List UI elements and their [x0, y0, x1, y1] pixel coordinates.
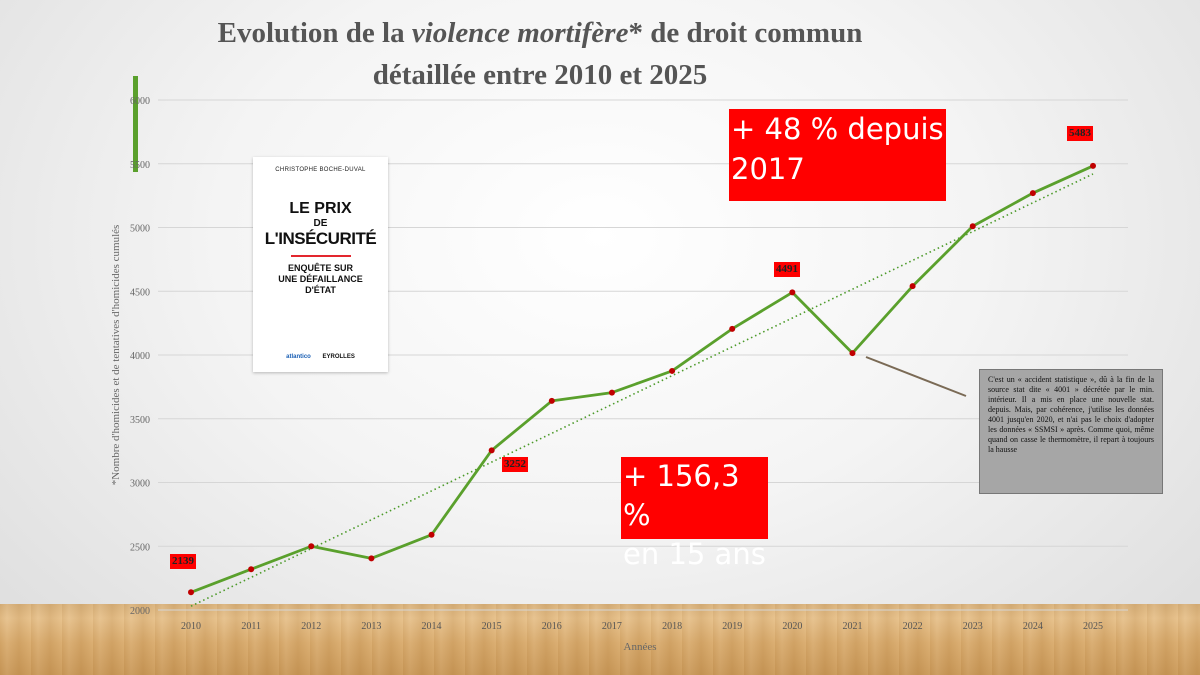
wooden-floor — [0, 604, 1200, 675]
data-point-2019 — [729, 325, 736, 332]
y-tick-6000: 6000 — [130, 96, 150, 107]
data-label-2020: 4491 — [774, 262, 800, 277]
x-tick-2018: 2018 — [662, 621, 682, 632]
trendline-dotted — [190, 173, 1094, 607]
x-tick-2022: 2022 — [903, 621, 923, 632]
y-tick-labels: 2000 2500 3000 3500 4000 4500 5000 5500 6000 — [130, 96, 150, 617]
data-label-2025: 5483 — [1067, 126, 1093, 141]
book-subtitle-line1: ENQUÊTE SUR — [287, 263, 353, 273]
callout-fifteen-years: + 156,3 % en 15 ans — [621, 457, 768, 571]
y-axis-label: *Nombre d'homicides et de tentatives d'h… — [110, 225, 122, 486]
x-tick-2016: 2016 — [542, 621, 562, 632]
data-point-2020 — [789, 289, 796, 296]
x-tick-2012: 2012 — [301, 621, 321, 632]
book-title-line2: DE — [313, 218, 328, 229]
data-point-2013 — [368, 555, 375, 562]
x-tick-2025: 2025 — [1083, 621, 1103, 632]
title-italic: violence mortifère — [411, 17, 629, 49]
callout-since-2017-line1: + 48 % depuis — [731, 112, 944, 146]
y-tick-2000: 2000 — [130, 606, 150, 617]
data-point-2015 — [488, 447, 495, 454]
x-tick-2024: 2024 — [1023, 621, 1043, 632]
x-tick-2010: 2010 — [181, 621, 201, 632]
y-tick-5000: 5000 — [130, 224, 150, 235]
callout-fifteen-years-line2: en 15 ans — [623, 537, 766, 571]
data-label-2015: 3252 — [502, 457, 528, 472]
statistical-note-box: C'est un « accident statistique », dû à … — [979, 369, 1163, 494]
data-point-2017 — [608, 389, 615, 396]
callout-connector — [865, 356, 967, 397]
book-cover-image: CHRISTOPHE BOCHE-DUVAL LE PRIX DE L'INSÉ… — [253, 157, 388, 372]
x-tick-2019: 2019 — [722, 621, 742, 632]
data-point-2023 — [969, 223, 976, 230]
series-line — [190, 164, 1094, 594]
book-subtitle-line2: UNE DÉFAILLANCE — [278, 274, 363, 284]
data-point-2025 — [1090, 162, 1096, 169]
book-title-line1: LE PRIX — [289, 200, 352, 217]
x-tick-2011: 2011 — [241, 621, 261, 632]
title-part1: Evolution de la — [217, 17, 412, 49]
book-author: CHRISTOPHE BOCHE-DUVAL — [275, 167, 366, 173]
callout-since-2017-line2: 2017 — [731, 152, 805, 186]
y-tick-3500: 3500 — [130, 415, 150, 426]
data-point-2014 — [428, 531, 435, 538]
title-part2: * de droit commun — [628, 17, 863, 49]
data-point-2010 — [188, 589, 194, 596]
data-point-2024 — [1029, 190, 1036, 197]
data-point-2012 — [308, 543, 315, 550]
y-tick-5500: 5500 — [130, 160, 150, 171]
callout-since-2017: + 48 % depuis 2017 — [729, 109, 946, 201]
x-tick-2021: 2021 — [842, 621, 862, 632]
x-tick-2015: 2015 — [482, 621, 502, 632]
y-tick-4000: 4000 — [130, 351, 150, 362]
trendline — [190, 173, 1094, 607]
y-tick-2500: 2500 — [130, 542, 150, 553]
publisher-eyrolles-logo: EYROLLES — [322, 354, 355, 360]
book-red-rule — [290, 255, 351, 257]
data-point-2018 — [669, 367, 676, 374]
y-tick-3000: 3000 — [130, 479, 150, 490]
data-point-2022 — [909, 283, 916, 290]
x-tick-2023: 2023 — [963, 621, 983, 632]
data-point-2021 — [849, 350, 856, 357]
title-line2: détaillée entre 2010 et 2025 — [372, 59, 708, 91]
callout-fifteen-years-line1: + 156,3 % — [623, 459, 740, 532]
book-title-line3: L'INSÉCURITÉ — [264, 229, 377, 248]
x-axis-label: Années — [624, 641, 657, 653]
data-point-2011 — [248, 566, 255, 573]
data-point-2016 — [548, 397, 555, 404]
book-publishers: atlantico EYROLLES — [253, 354, 388, 360]
data-series — [188, 162, 1096, 596]
x-tick-2020: 2020 — [782, 621, 802, 632]
green-accent-bar — [133, 76, 138, 172]
data-label-2010: 2139 — [170, 554, 196, 569]
book-subtitle-line3: D'ÉTAT — [305, 285, 336, 295]
chart-title: Evolution de la violence mortifère* de d… — [170, 12, 910, 96]
x-tick-2013: 2013 — [361, 621, 381, 632]
x-tick-2014: 2014 — [422, 621, 442, 632]
publisher-atlantico-logo: atlantico — [286, 354, 311, 360]
x-tick-2017: 2017 — [602, 621, 622, 632]
y-tick-4500: 4500 — [130, 287, 150, 298]
x-tick-labels: 2010 2011 2012 2013 2014 2015 2016 2017 2018 2019… — [181, 621, 1103, 632]
